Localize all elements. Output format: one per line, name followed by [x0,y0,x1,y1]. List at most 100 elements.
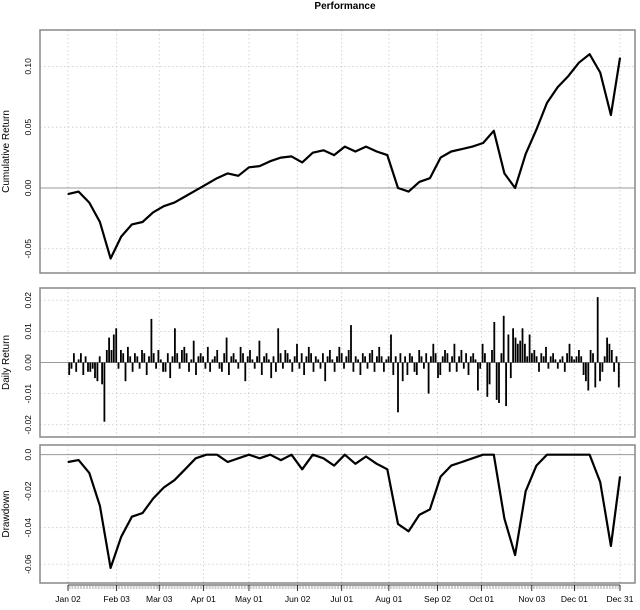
bar-201 [540,353,543,363]
bar-44 [171,356,174,363]
bar-178 [486,362,489,397]
point-cumulative-1 [78,191,80,193]
bar-209 [559,359,561,363]
bar-125 [361,353,364,363]
x-tick-label-10: Nov 03 [518,594,545,604]
bar-155 [432,343,435,363]
bar-6 [82,362,85,375]
point-drawdown-21 [290,454,293,456]
point-drawdown-19 [269,454,271,456]
bar-180 [491,350,493,363]
point-drawdown-12 [195,457,197,459]
point-cumulative-4 [110,257,112,260]
point-drawdown-23 [312,454,314,456]
bar-91 [282,362,284,369]
bar-72 [237,362,240,369]
bar-62 [213,356,216,363]
point-cumulative-50 [599,71,601,74]
point-cumulative-30 [386,154,388,156]
ytick-label-daily-1: -0.01 [23,384,33,404]
point-cumulative-52 [619,57,621,59]
bar-47 [178,362,181,369]
point-cumulative-39 [482,142,484,144]
bar-114 [336,356,338,363]
bar-179 [488,362,491,385]
bar-185 [502,315,505,363]
bar-126 [364,356,366,363]
point-drawdown-47 [567,454,569,456]
bar-228 [603,356,606,363]
bar-21 [117,362,120,369]
bar-89 [277,328,280,363]
point-cumulative-40 [493,130,495,132]
bar-211 [563,362,566,372]
x-tick-label-0: Jan 02 [55,594,81,604]
bar-195 [526,356,529,363]
bar-189 [512,328,514,363]
bar-121 [352,362,355,372]
bar-164 [453,343,456,363]
bar-205 [549,356,552,363]
bar-77 [249,350,251,363]
point-drawdown-27 [354,463,356,465]
point-cumulative-23 [312,152,314,154]
bar-187 [507,334,510,363]
bar-23 [122,353,125,363]
point-cumulative-31 [397,187,399,189]
bar-230 [608,343,611,363]
bar-229 [606,337,608,363]
bar-233 [615,356,618,363]
point-drawdown-50 [599,481,601,483]
bar-192 [519,340,522,363]
bar-14 [101,362,103,385]
bar-154 [430,356,432,363]
bar-199 [535,356,538,363]
bar-203 [545,346,547,363]
point-cumulative-14 [216,177,218,179]
bar-193 [521,328,524,363]
point-drawdown-6 [131,516,133,518]
point-cumulative-27 [354,150,356,153]
ylabel-daily: Daily Return [1,335,12,390]
bar-161 [446,353,449,363]
bar-84 [265,353,268,363]
bar-118 [345,356,348,363]
ytick-label-cumulative-0: -0.05 [23,239,33,259]
point-drawdown-1 [78,459,80,461]
point-drawdown-44 [535,465,538,467]
bar-127 [366,362,369,369]
bar-184 [500,353,503,363]
bar-110 [326,356,329,363]
bar-218 [580,356,583,363]
point-drawdown-25 [333,465,335,467]
point-cumulative-8 [152,211,154,213]
bar-119 [347,350,350,363]
point-cumulative-16 [237,175,239,177]
point-cumulative-25 [333,154,335,156]
bar-177 [484,353,486,363]
bar-149 [418,350,421,363]
frame-cumulative [39,29,636,274]
point-drawdown-5 [120,536,122,538]
point-cumulative-36 [450,150,452,153]
bar-219 [582,362,585,375]
point-cumulative-48 [578,62,580,64]
bar-175 [479,362,482,369]
point-cumulative-6 [131,223,133,225]
bar-171 [469,356,472,363]
x-tick-label-1: Feb 03 [103,594,130,604]
bar-215 [573,359,576,363]
point-drawdown-34 [429,508,431,510]
bar-92 [284,350,287,363]
point-cumulative-29 [376,150,378,153]
bar-191 [516,343,519,363]
bar-167 [460,350,463,363]
bar-52 [190,359,193,363]
point-cumulative-18 [259,165,261,167]
bar-46 [176,353,179,363]
point-cumulative-34 [429,177,431,179]
bar-128 [368,353,371,363]
point-drawdown-33 [418,514,420,516]
point-cumulative-10 [173,202,175,204]
